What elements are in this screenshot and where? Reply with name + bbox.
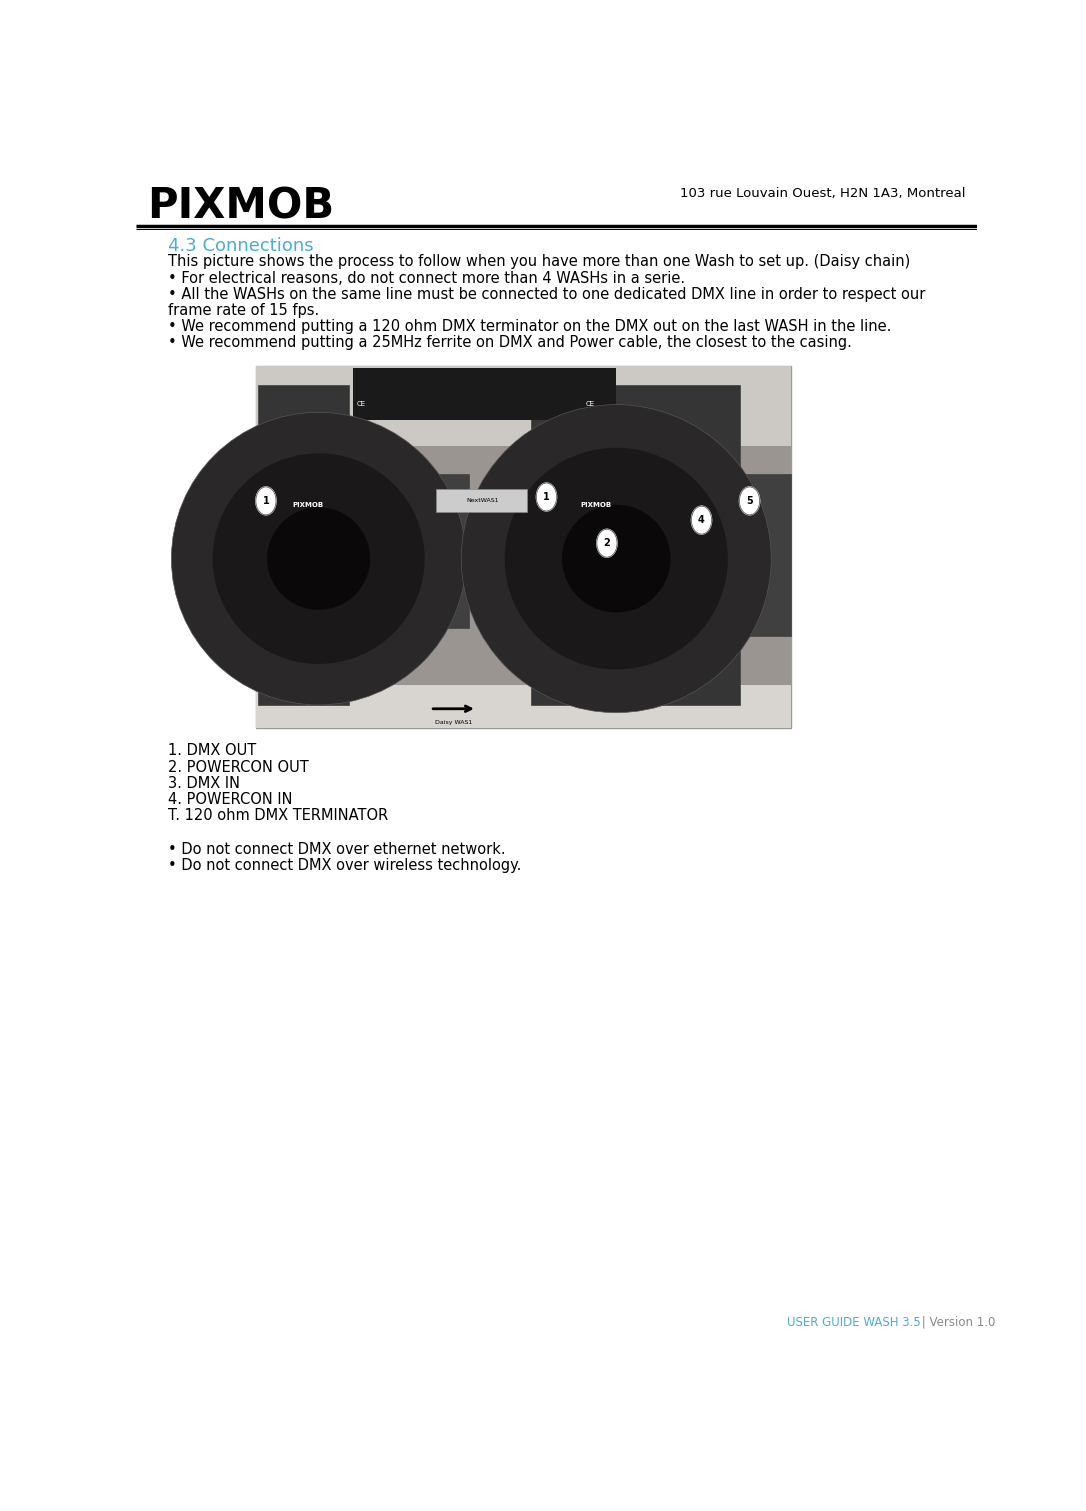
Circle shape (692, 506, 711, 533)
Bar (353, 367, 616, 420)
Text: 4.3 Connections: 4.3 Connections (167, 237, 314, 255)
Text: frame rate of 15 fps.: frame rate of 15 fps. (167, 304, 319, 317)
Text: This picture shows the process to follow when you have more than one Wash to set: This picture shows the process to follow… (167, 254, 910, 269)
Bar (709, 474, 791, 636)
Text: | Version 1.0: | Version 1.0 (919, 1316, 996, 1328)
Circle shape (256, 487, 276, 515)
Text: CE: CE (585, 400, 594, 406)
Text: CE: CE (356, 400, 366, 406)
Text: • For electrical reasons, do not connect more than 4 WASHs in a serie.: • For electrical reasons, do not connect… (167, 270, 685, 286)
Text: • We recommend putting a 25MHz ferrite on DMX and Power cable, the closest to th: • We recommend putting a 25MHz ferrite o… (167, 335, 851, 351)
Text: USER GUIDE WASH 3.5: USER GUIDE WASH 3.5 (786, 1316, 921, 1328)
Bar (437, 490, 527, 512)
Ellipse shape (267, 508, 370, 610)
Ellipse shape (505, 447, 728, 669)
Text: 4: 4 (698, 515, 705, 526)
Text: • We recommend putting a 120 ohm DMX terminator on the DMX out on the last WASH : • We recommend putting a 120 ohm DMX ter… (167, 319, 892, 334)
Text: T. 120 ohm DMX TERMINATOR: T. 120 ohm DMX TERMINATOR (167, 808, 388, 823)
Text: 1: 1 (263, 496, 269, 506)
Text: 1: 1 (543, 493, 550, 502)
Text: PIXMOB: PIXMOB (148, 186, 334, 227)
Text: Daisy WAS1: Daisy WAS1 (434, 721, 472, 725)
Bar (349, 474, 469, 629)
Text: • Do not connect DMX over ethernet network.: • Do not connect DMX over ethernet netwo… (167, 842, 505, 857)
Text: 2. POWERCON OUT: 2. POWERCON OUT (167, 760, 308, 775)
Circle shape (740, 487, 759, 515)
Circle shape (597, 529, 617, 558)
Text: PIXMOB: PIXMOB (292, 502, 324, 508)
Bar (258, 385, 349, 706)
Bar (256, 366, 791, 728)
Text: 4. POWERCON IN: 4. POWERCON IN (167, 792, 292, 807)
Ellipse shape (561, 505, 670, 612)
Ellipse shape (213, 453, 425, 663)
Text: NextWAS1: NextWAS1 (466, 499, 498, 503)
Ellipse shape (172, 413, 466, 706)
Text: 5: 5 (746, 496, 753, 506)
Text: PIXMOB: PIXMOB (581, 502, 611, 508)
Bar (256, 366, 791, 446)
Circle shape (536, 484, 557, 511)
Ellipse shape (462, 405, 771, 713)
Text: 103 rue Louvain Ouest, H2N 1A3, Montreal: 103 rue Louvain Ouest, H2N 1A3, Montreal (680, 187, 965, 201)
Bar (256, 684, 791, 728)
Text: 3. DMX IN: 3. DMX IN (167, 775, 240, 790)
Bar (531, 385, 741, 706)
Text: • Do not connect DMX over wireless technology.: • Do not connect DMX over wireless techn… (167, 858, 521, 873)
Text: • All the WASHs on the same line must be connected to one dedicated DMX line in : • All the WASHs on the same line must be… (167, 287, 925, 302)
Text: 2: 2 (604, 538, 610, 548)
Text: 1. DMX OUT: 1. DMX OUT (167, 743, 256, 759)
